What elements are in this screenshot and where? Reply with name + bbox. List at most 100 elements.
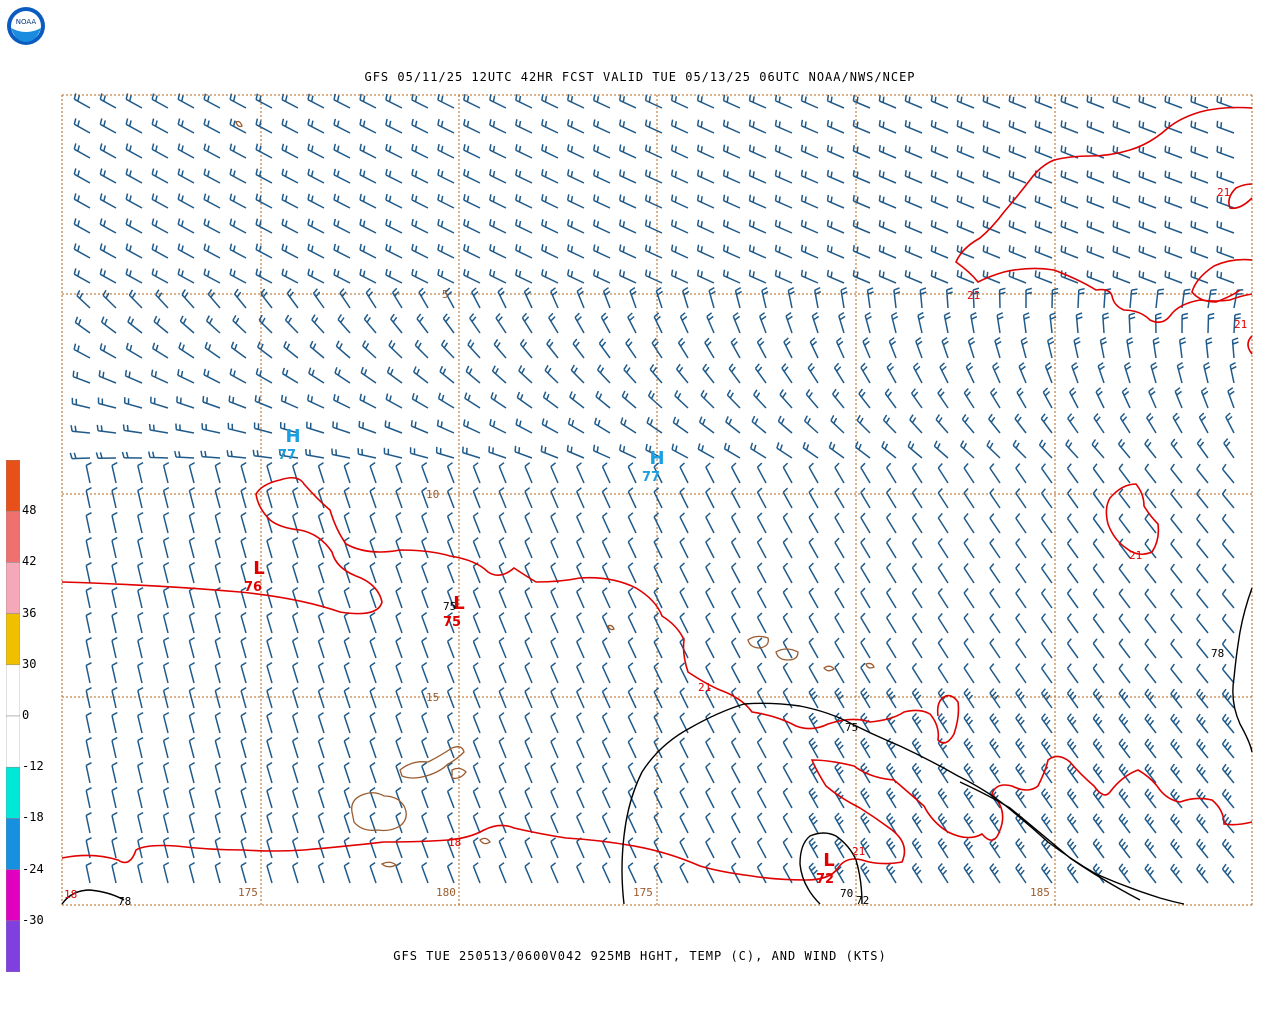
wind-barb bbox=[240, 786, 247, 809]
wind-barb bbox=[317, 712, 325, 734]
wind-barb bbox=[1164, 245, 1183, 259]
wind-barb bbox=[550, 612, 559, 634]
wind-barb bbox=[1221, 813, 1235, 834]
wind-barb bbox=[576, 637, 585, 659]
wind-barb bbox=[967, 337, 976, 359]
wind-barb bbox=[266, 636, 273, 659]
wind-barb bbox=[1015, 538, 1027, 559]
wind-barb bbox=[956, 270, 975, 284]
wind-barb bbox=[446, 487, 455, 509]
wind-barb bbox=[860, 712, 871, 734]
wind-barb bbox=[1015, 763, 1027, 784]
wind-barb bbox=[421, 686, 429, 709]
wind-barb bbox=[627, 812, 637, 834]
wind-barb bbox=[343, 761, 351, 784]
color-swatch bbox=[6, 562, 20, 614]
wind-barb bbox=[677, 337, 689, 359]
wind-barb bbox=[830, 415, 845, 434]
wind-barb bbox=[1170, 688, 1183, 709]
wind-barb bbox=[73, 143, 91, 159]
wind-barb bbox=[395, 611, 403, 634]
wind-barb bbox=[334, 367, 351, 384]
wind-barb bbox=[214, 761, 221, 784]
wind-barb bbox=[679, 612, 689, 634]
wind-barb bbox=[800, 144, 819, 159]
wind-barb bbox=[860, 637, 871, 659]
wind-barb bbox=[497, 287, 507, 309]
wind-barb bbox=[885, 612, 897, 634]
wind-barb bbox=[385, 243, 403, 259]
wind-barb bbox=[1164, 120, 1183, 134]
wind-barb bbox=[1016, 387, 1027, 409]
wind-barb bbox=[1126, 337, 1134, 359]
wind-barb bbox=[982, 120, 1001, 134]
wind-barb bbox=[884, 388, 897, 409]
wind-barb bbox=[774, 94, 793, 109]
wind-barb bbox=[601, 812, 611, 834]
wind-barb bbox=[705, 862, 715, 884]
height-label: 72 bbox=[856, 894, 869, 907]
wind-barb bbox=[653, 512, 663, 534]
wind-barb bbox=[1196, 563, 1209, 584]
wind-barb bbox=[188, 611, 195, 634]
wind-barb bbox=[904, 95, 923, 109]
wind-barb bbox=[941, 336, 949, 359]
wind-barb bbox=[982, 245, 1001, 259]
wind-barb bbox=[963, 513, 975, 534]
wind-barb bbox=[748, 144, 767, 159]
wind-barb bbox=[779, 389, 793, 409]
wind-barb bbox=[566, 144, 585, 159]
wind-barb bbox=[1092, 738, 1105, 759]
wind-barb bbox=[491, 365, 507, 384]
wind-barb bbox=[644, 119, 663, 134]
wind-barb bbox=[700, 389, 715, 409]
wind-barb bbox=[756, 537, 767, 559]
wind-barb bbox=[281, 193, 299, 209]
wind-barb bbox=[618, 169, 637, 184]
wind-barb bbox=[515, 219, 533, 234]
wind-barb bbox=[627, 637, 637, 659]
wind-barb bbox=[437, 93, 455, 109]
wind-barb bbox=[524, 562, 533, 584]
wind-barb bbox=[463, 219, 481, 234]
wind-barb bbox=[541, 194, 559, 209]
wind-barb bbox=[834, 512, 845, 534]
wind-barb bbox=[472, 787, 481, 809]
wind-barb bbox=[266, 536, 273, 559]
wind-barb bbox=[756, 687, 767, 709]
wind-barb bbox=[1015, 563, 1027, 584]
wind-barb bbox=[188, 561, 195, 584]
wind-barb bbox=[696, 169, 715, 184]
wind-barb bbox=[385, 393, 403, 409]
wind-barb bbox=[1044, 362, 1053, 384]
wind-barb bbox=[566, 169, 585, 184]
wind-barb bbox=[653, 712, 663, 734]
wind-barb bbox=[748, 94, 767, 109]
wind-barb bbox=[1040, 538, 1053, 559]
wind-barb bbox=[754, 363, 767, 384]
wind-barb bbox=[489, 194, 507, 209]
wind-barb bbox=[644, 219, 663, 234]
wind-barb bbox=[576, 787, 585, 809]
wind-barb bbox=[813, 287, 822, 309]
wind-barb bbox=[317, 587, 325, 609]
wind-barb bbox=[228, 395, 247, 409]
wind-barb bbox=[233, 288, 247, 309]
wind-barb bbox=[229, 368, 247, 384]
wind-barb bbox=[254, 395, 273, 409]
wind-barb bbox=[465, 365, 481, 384]
wind-barb bbox=[174, 450, 195, 459]
wind-barb bbox=[1092, 488, 1105, 509]
wind-barb bbox=[862, 337, 871, 359]
wind-barb bbox=[331, 448, 351, 459]
wind-barb bbox=[333, 268, 351, 284]
wind-barb bbox=[125, 342, 143, 359]
wind-barb bbox=[653, 837, 663, 859]
wind-barb bbox=[756, 512, 767, 534]
wind-barb bbox=[291, 661, 299, 684]
wind-barb bbox=[1015, 838, 1027, 859]
wind-barb bbox=[705, 837, 715, 859]
wind-barb bbox=[489, 269, 507, 284]
wind-barb bbox=[226, 450, 247, 459]
wind-barb bbox=[601, 787, 611, 809]
